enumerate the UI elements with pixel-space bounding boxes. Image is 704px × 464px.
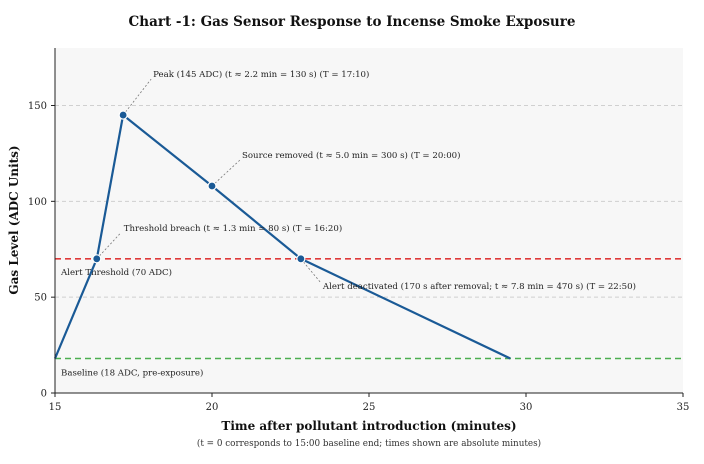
x-tick-label-35: 35: [677, 402, 690, 413]
data-point-1: [118, 110, 128, 120]
y-tick-label-100: 100: [28, 197, 47, 208]
y-tick-label-150: 150: [28, 101, 47, 112]
x-tick-label-15: 15: [49, 402, 62, 413]
y-ticks: 0 50 100 150: [28, 101, 55, 400]
chart-caption: (t = 0 corresponds to 15:00 baseline end…: [197, 438, 541, 449]
data-point-2: [207, 181, 217, 191]
annotation-0: Peak (145 ADC) (t ≈ 2.2 min = 130 s) (T …: [153, 69, 369, 80]
annotation-1: Source removed (t ≈ 5.0 min = 300 s) (T …: [242, 150, 461, 161]
y-axis-label: Gas Level (ADC Units): [7, 145, 21, 294]
annotation-leader-3: [300, 258, 322, 284]
annotation-leader-2: [96, 232, 122, 260]
markers: [92, 110, 306, 264]
x-ticks: 15 20 25 30 35: [49, 393, 690, 413]
data-point-0: [92, 254, 102, 264]
y-tick-label-50: 50: [34, 293, 47, 304]
annotations: Peak (145 ADC) (t ≈ 2.2 min = 130 s) (T …: [124, 69, 636, 292]
y-tick-label-0: 0: [41, 389, 47, 400]
series: [53, 113, 511, 360]
x-tick-label-25: 25: [363, 402, 376, 413]
x-tick-label-20: 20: [206, 402, 219, 413]
reference-lines: Alert Threshold (70 ADC) Baseline (18 ADC…: [55, 258, 683, 379]
chart-title: Chart -1: Gas Sensor Response to Incense…: [129, 14, 576, 30]
reference-line-label-1: Baseline (18 ADC, pre-exposure): [61, 368, 203, 379]
annotation-leaders: [96, 78, 322, 284]
series-line-0: [53, 113, 511, 360]
annotation-2: Threshold breach (t ≈ 1.3 min = 80 s) (T…: [124, 223, 342, 234]
x-tick-label-30: 30: [520, 402, 533, 413]
plot-background: [55, 48, 683, 393]
data-point-3: [296, 254, 306, 264]
reference-line-label-0: Alert Threshold (70 ADC): [60, 267, 172, 278]
x-axis-label: Time after pollutant introduction (minut…: [221, 419, 516, 433]
annotation-3: Alert deactivated (170 s after removal; …: [322, 281, 636, 292]
